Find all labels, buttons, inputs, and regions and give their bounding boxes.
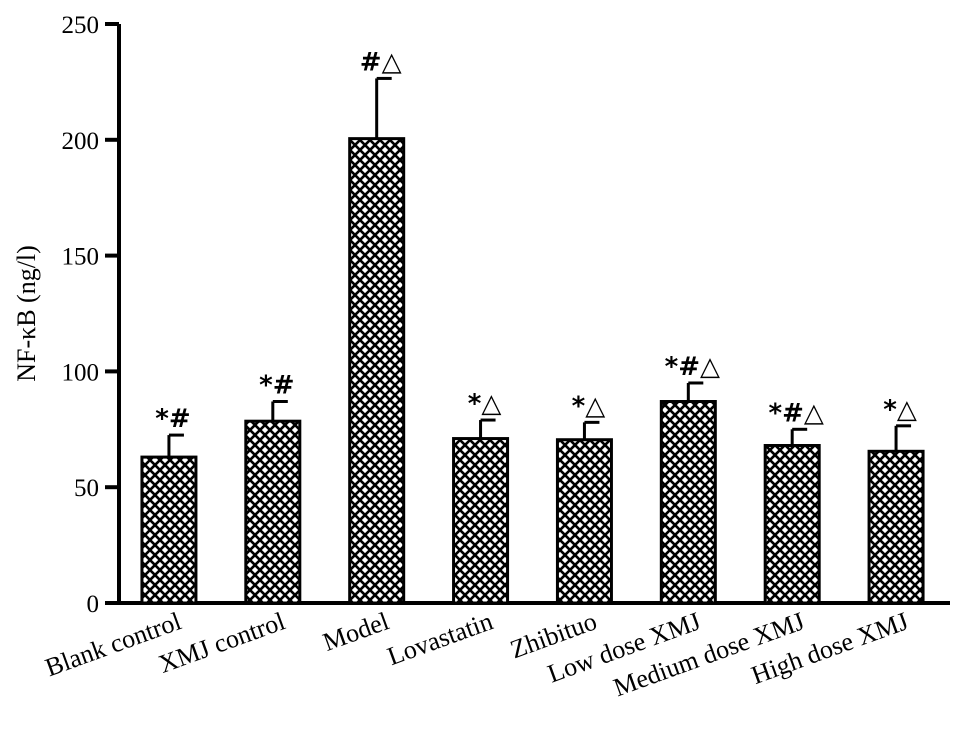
- significance-label: *△: [468, 389, 502, 419]
- bar: [555, 438, 613, 605]
- bar: [867, 449, 925, 605]
- bar: [763, 444, 821, 605]
- significance-label: *#△: [665, 352, 720, 382]
- significance-label: *△: [883, 395, 917, 425]
- x-tick-label: Lovastatin: [384, 606, 497, 671]
- y-axis-title: NF-κB (ng/l): [12, 245, 41, 382]
- significance-label: *#: [259, 371, 294, 401]
- significance-label: #△: [360, 47, 402, 77]
- significance-label: *△: [572, 391, 606, 421]
- bars: [140, 76, 925, 605]
- bar: [452, 437, 510, 605]
- significance-label: *#△: [768, 398, 823, 428]
- y-tick-label: 100: [62, 359, 100, 386]
- y-tick-label: 200: [62, 128, 100, 155]
- y-tick-label: 250: [62, 12, 100, 39]
- x-tick-label: Model: [319, 606, 393, 656]
- bar: [140, 455, 198, 605]
- y-tick-label: 50: [74, 475, 99, 502]
- bar: [244, 419, 302, 605]
- bar: [348, 137, 406, 605]
- significance-label: *#: [155, 404, 190, 434]
- y-tick-label: 150: [62, 244, 100, 271]
- bar: [659, 400, 717, 605]
- y-tick-label: 0: [87, 591, 100, 618]
